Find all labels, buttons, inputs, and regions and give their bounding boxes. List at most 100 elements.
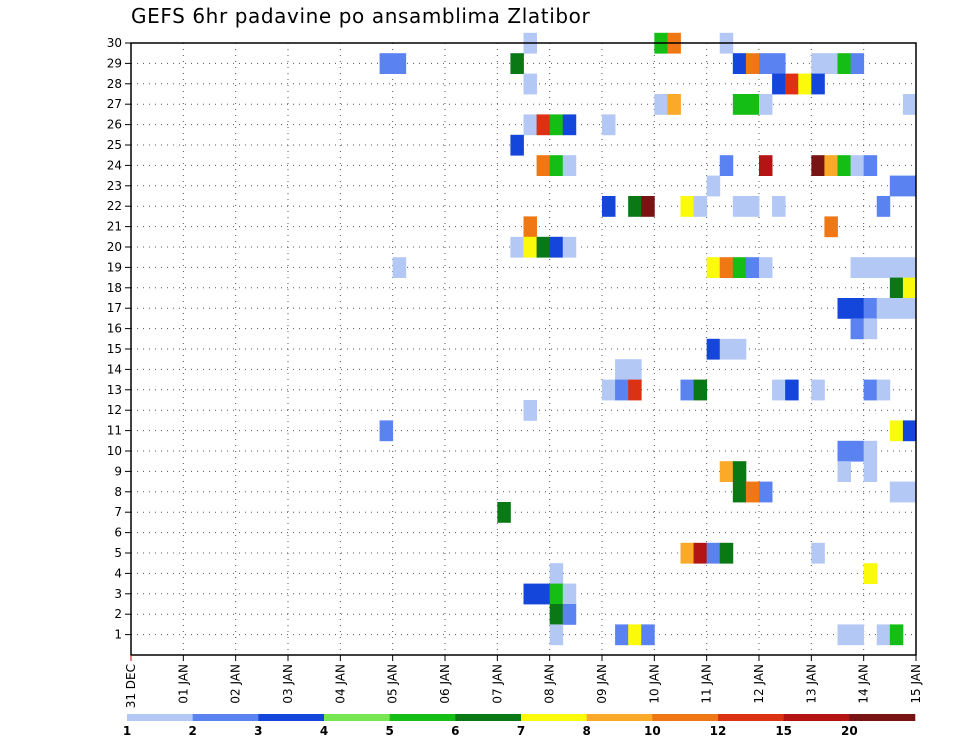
x-tick-label: 08 JAN: [543, 664, 557, 704]
y-tick-label: 4: [114, 566, 122, 580]
precip-cell-member-19: [902, 257, 917, 278]
precip-cell-member-8: [745, 481, 760, 503]
precip-cell-member-26: [602, 114, 616, 136]
precip-cell-member-19: [759, 257, 773, 278]
precip-cell-member-1: [628, 624, 642, 646]
precip-cell-member-21: [523, 216, 537, 238]
precip-cell-member-10: [863, 440, 878, 462]
x-tick-label: 04 JAN: [333, 664, 347, 704]
precip-cell-member-1: [641, 624, 655, 646]
precip-cell-member-29: [811, 53, 825, 74]
precip-cell-member-8: [902, 481, 917, 503]
precip-cell-member-1: [850, 624, 865, 646]
precip-cell-member-28: [811, 73, 825, 95]
precip-cell-member-24: [811, 155, 825, 176]
precip-cell-member-27: [745, 94, 760, 115]
precip-cell-member-20: [536, 236, 551, 258]
y-tick-label: 14: [107, 362, 122, 376]
colorbar-label: 4: [320, 724, 328, 738]
precip-cell-member-22: [602, 196, 616, 217]
precip-cell-member-24: [850, 155, 865, 176]
y-tick-label: 5: [114, 546, 122, 560]
y-tick-label: 11: [107, 424, 122, 438]
precip-cell-member-11: [379, 420, 394, 442]
precip-cell-member-23: [706, 175, 721, 197]
precip-cell-member-15: [732, 338, 747, 360]
precip-cell-member-5: [719, 542, 734, 564]
x-tick-label: 14 JAN: [857, 664, 871, 704]
precip-cell-member-1: [876, 624, 891, 646]
colorbar-swatch: [849, 714, 916, 721]
y-tick-label: 1: [114, 628, 122, 642]
colorbar-swatch: [718, 714, 784, 721]
y-tick-label: 24: [107, 158, 122, 172]
precip-cell-member-2: [562, 604, 577, 625]
y-tick-label: 28: [107, 77, 122, 91]
precip-cell-member-9: [719, 461, 734, 482]
y-tick-label: 16: [107, 322, 122, 336]
precip-cell-member-27: [732, 94, 747, 115]
precip-cell-member-21: [824, 216, 838, 238]
colorbar-label: 1: [123, 724, 131, 738]
precip-cell-member-27: [654, 94, 668, 115]
precip-cell-member-17: [837, 298, 851, 319]
precip-cell-member-29: [837, 53, 851, 74]
precip-cell-member-13: [693, 379, 708, 401]
precip-cell-member-29: [745, 53, 760, 74]
precip-cell-member-22: [680, 196, 694, 217]
precip-cell-member-19: [732, 257, 747, 278]
precip-cell-member-29: [824, 53, 838, 74]
precip-cell-member-14: [628, 359, 642, 380]
precip-cell-member-27: [902, 94, 917, 115]
precip-cell-member-5: [680, 542, 694, 564]
precip-cell-member-13: [628, 379, 642, 401]
precip-cell-member-16: [850, 318, 865, 340]
x-axis: 31 DEC 01 JAN 02 JAN 03 JAN 04 JAN 05 JAN 06 J…: [124, 655, 923, 708]
precip-cell-member-28: [772, 73, 786, 95]
precip-cell-member-22: [628, 196, 642, 217]
y-tick-label: 7: [114, 505, 122, 519]
y-tick-label: 10: [107, 444, 122, 458]
y-tick-label: 19: [107, 260, 122, 274]
precip-cell-member-9: [863, 461, 878, 482]
precip-cell-member-11: [902, 420, 917, 442]
colorbar-swatch: [783, 714, 850, 721]
colorbar-label: 2: [188, 724, 196, 738]
precip-cell-member-19: [745, 257, 760, 278]
precip-cell-member-13: [615, 379, 629, 401]
x-tick-label: 10 JAN: [647, 664, 661, 704]
precip-cell-member-20: [549, 236, 564, 258]
y-tick-label: 2: [114, 607, 122, 621]
precip-cell-member-19: [863, 257, 878, 278]
precip-cell-member-29: [759, 53, 773, 74]
precip-cell-member-29: [392, 53, 407, 74]
x-tick-label: 01 JAN: [176, 664, 190, 704]
x-tick-label: 02 JAN: [229, 664, 243, 704]
colorbar-label: 15: [775, 724, 792, 738]
y-tick-label: 20: [107, 240, 122, 254]
colorbar-label: 6: [451, 724, 459, 738]
precip-cell-member-27: [667, 94, 681, 115]
x-tick-label: 31 DEC: [124, 664, 138, 708]
colorbar-swatch: [455, 714, 522, 721]
precip-cell-member-26: [549, 114, 564, 136]
precip-cell-member-24: [549, 155, 564, 176]
precip-cell-member-13: [811, 379, 825, 401]
precip-cell-member-1: [549, 624, 564, 646]
precip-cell-member-7: [497, 502, 511, 523]
precip-cell-member-8: [889, 481, 904, 503]
precipitation-cells: [379, 32, 917, 646]
precip-cell-member-17: [876, 298, 891, 319]
y-tick-label: 23: [107, 179, 122, 193]
precip-cell-member-13: [602, 379, 616, 401]
x-tick-label: 11 JAN: [700, 664, 714, 704]
precip-cell-member-9: [837, 461, 851, 482]
precip-cell-member-1: [837, 624, 851, 646]
y-tick-label: 30: [107, 36, 122, 50]
precip-cell-member-22: [732, 196, 747, 217]
precip-cell-member-15: [706, 338, 721, 360]
x-tick-label: 13 JAN: [804, 664, 818, 704]
precip-cell-member-17: [850, 298, 865, 319]
precip-cell-member-17: [863, 298, 878, 319]
precip-cell-member-29: [772, 53, 786, 74]
